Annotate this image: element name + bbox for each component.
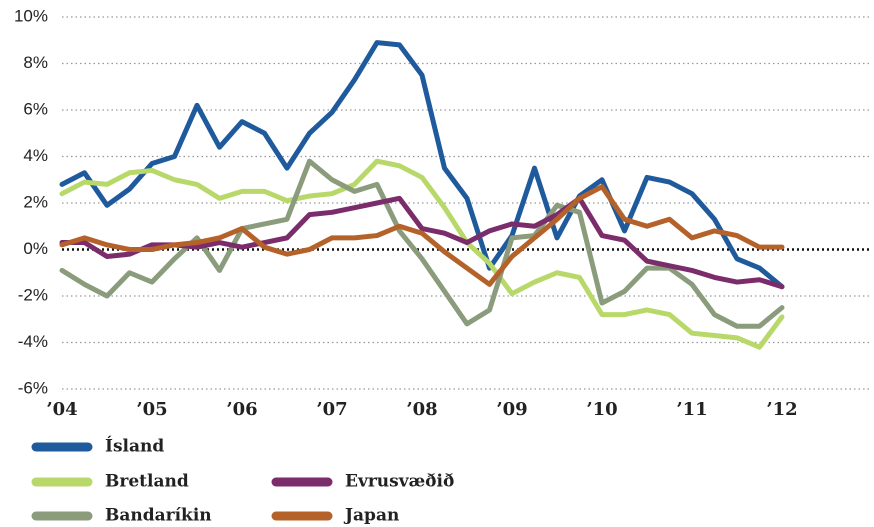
legend-label: Bandaríkin [105, 506, 212, 526]
y-tick-label: -2% [18, 285, 48, 304]
series-line [59, 184, 785, 287]
y-tick-label: 8% [23, 53, 48, 72]
x-tick-label: ’12 [766, 399, 797, 420]
x-tick-label: ’09 [496, 399, 527, 420]
x-tick-label: ’08 [406, 399, 437, 420]
y-tick-label: 0% [23, 239, 48, 258]
x-tick-label: ’04 [46, 399, 77, 420]
y-tick-label: -6% [18, 378, 48, 397]
y-tick-label: 10% [14, 6, 48, 25]
y-tick-label: 2% [23, 192, 48, 211]
series-line [59, 158, 785, 350]
x-tick-label: ’10 [586, 399, 617, 420]
legend-label: Bretland [105, 472, 189, 492]
legend-label: Evrusvæðið [345, 472, 454, 492]
x-tick-label: ’07 [316, 399, 347, 420]
legend-label: Japan [343, 506, 399, 526]
x-tick-label: ’11 [676, 399, 707, 420]
x-tick-label: ’05 [136, 399, 167, 420]
series-line [59, 158, 785, 329]
legend-label: Ísland [105, 436, 164, 457]
y-tick-label: -4% [18, 332, 48, 351]
x-tick-label: ’06 [226, 399, 257, 420]
y-tick-label: 6% [23, 99, 48, 118]
series-line [59, 40, 785, 290]
y-tick-label: 4% [23, 146, 48, 165]
